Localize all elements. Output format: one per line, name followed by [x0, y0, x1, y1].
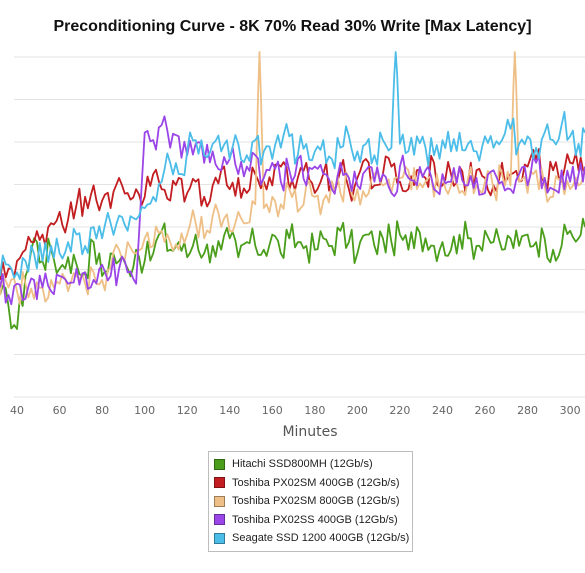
legend-item: Hitachi SSD800MH (12Gb/s)	[214, 455, 412, 474]
series-line-2	[0, 51, 585, 306]
x-tick-label: 260	[475, 404, 496, 417]
legend-swatch	[214, 477, 225, 489]
legend-label: Toshiba PX02SM 800GB (12Gb/s)	[232, 495, 400, 508]
x-tick-label: 220	[389, 404, 410, 417]
legend-label: Seagate SSD 1200 400GB (12Gb/s)	[232, 532, 410, 545]
x-tick-label: 200	[347, 404, 368, 417]
series-layer	[0, 51, 585, 330]
x-tick-label: 40	[10, 404, 24, 417]
series-line-1	[0, 148, 585, 281]
x-tick-labels: 40 60 80 100 120 140 160 180 200 220 240 260 280 300	[10, 404, 581, 417]
x-tick-label: 80	[95, 404, 109, 417]
legend-swatch	[214, 532, 225, 544]
x-tick-label: 300	[560, 404, 581, 417]
series-line-3	[0, 115, 585, 306]
legend-label: Toshiba PX02SM 400GB (12Gb/s)	[232, 476, 400, 489]
legend-item: Toshiba PX02SS 400GB (12Gb/s)	[214, 511, 412, 530]
legend-item: Toshiba PX02SM 400GB (12Gb/s)	[214, 474, 412, 493]
x-tick-label: 100	[134, 404, 155, 417]
x-tick-label: 240	[432, 404, 453, 417]
legend-item: Toshiba PX02SM 800GB (12Gb/s)	[214, 492, 412, 511]
legend-item: Seagate SSD 1200 400GB (12Gb/s)	[214, 529, 412, 548]
grid-lines	[14, 56, 585, 398]
legend: Hitachi SSD800MH (12Gb/s) Toshiba PX02SM …	[208, 451, 413, 552]
x-tick-label: 120	[177, 404, 198, 417]
legend-swatch	[214, 514, 225, 526]
legend-label: Hitachi SSD800MH (12Gb/s)	[232, 458, 373, 471]
series-line-4	[0, 51, 585, 281]
x-axis-label: Minutes	[282, 424, 338, 440]
series-line-0	[0, 217, 585, 330]
legend-swatch	[214, 458, 225, 470]
x-tick-label: 180	[304, 404, 325, 417]
legend-label: Toshiba PX02SS 400GB (12Gb/s)	[232, 513, 398, 526]
chart-title: Preconditioning Curve - 8K 70% Read 30% …	[53, 18, 532, 35]
x-tick-label: 160	[262, 404, 283, 417]
x-tick-label: 280	[517, 404, 538, 417]
x-tick-label: 140	[219, 404, 240, 417]
legend-swatch	[214, 495, 225, 507]
x-tick-label: 60	[53, 404, 67, 417]
